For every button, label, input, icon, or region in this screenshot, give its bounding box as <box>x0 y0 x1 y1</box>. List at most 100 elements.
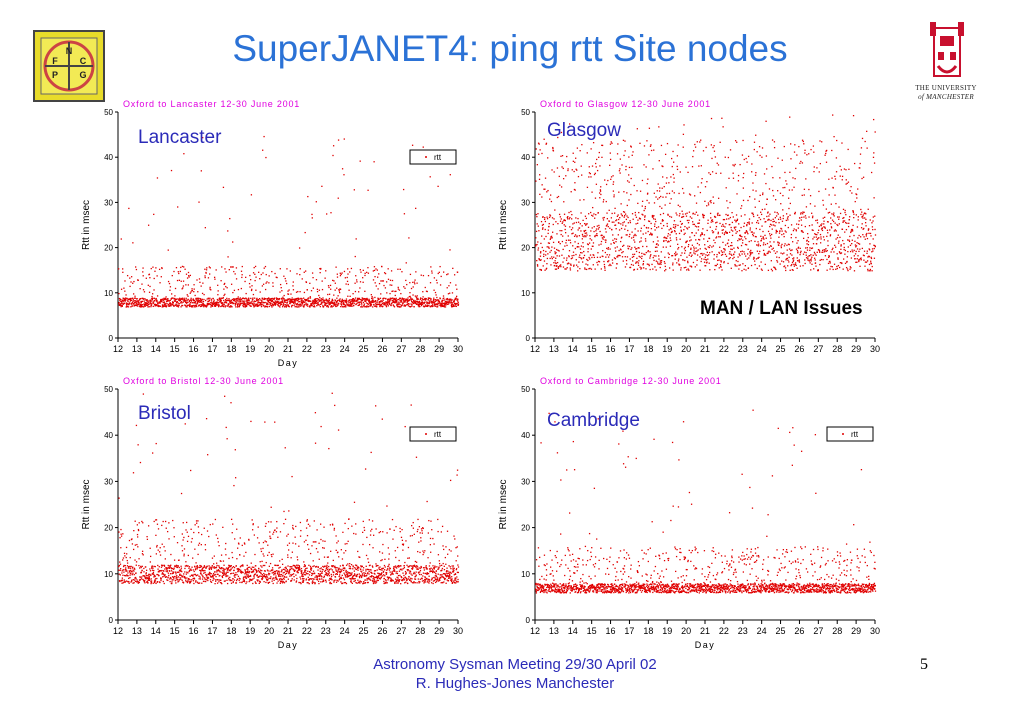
data-point <box>678 232 681 235</box>
data-point <box>773 241 775 243</box>
data-point <box>790 143 792 145</box>
data-point <box>128 577 130 580</box>
data-point <box>149 299 151 301</box>
data-point <box>400 304 403 306</box>
data-point <box>247 303 249 306</box>
data-point <box>171 581 173 583</box>
data-point <box>663 239 665 242</box>
data-point <box>687 171 689 174</box>
data-point <box>791 269 793 271</box>
data-point <box>260 303 262 305</box>
data-point <box>276 300 279 303</box>
data-point <box>180 492 183 495</box>
data-point <box>247 303 249 305</box>
data-point <box>725 223 727 225</box>
data-point <box>220 302 223 305</box>
data-point <box>136 581 138 583</box>
data-point <box>441 303 443 306</box>
data-point <box>762 237 764 239</box>
data-point <box>147 303 150 306</box>
data-point <box>861 177 863 180</box>
data-point <box>318 299 320 301</box>
data-point <box>355 238 357 240</box>
data-point <box>147 302 149 305</box>
data-point <box>157 528 160 530</box>
data-point <box>443 297 445 299</box>
data-point <box>625 259 628 262</box>
data-point <box>337 197 339 199</box>
data-point <box>558 255 561 257</box>
data-point <box>400 300 402 302</box>
data-point <box>773 146 776 149</box>
data-point <box>790 233 793 236</box>
data-point <box>346 302 348 304</box>
data-point <box>715 172 717 175</box>
data-point <box>613 241 615 244</box>
data-point <box>764 208 766 210</box>
data-point <box>596 256 599 258</box>
data-point <box>646 140 648 142</box>
data-point <box>364 298 366 300</box>
data-point <box>327 305 329 307</box>
data-point <box>285 305 288 307</box>
data-point <box>162 564 164 567</box>
data-point <box>544 269 546 271</box>
data-point <box>249 278 252 281</box>
data-point <box>239 302 241 304</box>
data-point <box>234 304 236 306</box>
data-point <box>787 219 789 221</box>
data-point <box>373 303 375 306</box>
data-point <box>451 299 453 301</box>
data-point <box>150 582 152 585</box>
data-point <box>598 226 600 229</box>
data-point <box>770 260 772 262</box>
data-point <box>376 269 379 271</box>
data-point <box>127 566 130 568</box>
data-point <box>816 234 818 236</box>
y-tick-label: 50 <box>104 385 113 394</box>
data-point <box>730 226 732 229</box>
data-point <box>245 297 247 299</box>
data-point <box>629 220 631 222</box>
data-point <box>718 267 720 269</box>
data-point <box>664 153 667 156</box>
data-point <box>252 297 254 299</box>
data-point <box>406 301 408 304</box>
data-point <box>740 250 742 253</box>
data-point <box>714 156 717 158</box>
data-point <box>599 197 601 199</box>
data-point <box>163 297 165 300</box>
data-point <box>739 264 741 266</box>
data-point <box>153 580 156 582</box>
data-point <box>563 257 565 259</box>
data-point <box>854 240 856 242</box>
data-point <box>783 245 786 247</box>
data-point <box>719 214 721 217</box>
data-point <box>741 250 743 252</box>
data-point <box>844 209 846 212</box>
data-point <box>140 302 143 304</box>
data-point <box>754 240 756 243</box>
data-point <box>786 254 788 256</box>
data-point <box>834 246 837 248</box>
data-point <box>843 248 845 251</box>
data-point <box>264 305 266 307</box>
data-point <box>700 165 702 167</box>
data-point <box>564 225 567 227</box>
data-point <box>630 193 632 196</box>
data-point <box>141 569 143 571</box>
data-point <box>326 300 328 302</box>
data-point <box>240 300 242 303</box>
data-point <box>156 300 158 302</box>
data-point <box>556 261 559 264</box>
data-point <box>218 304 220 307</box>
data-point <box>132 282 134 284</box>
data-point <box>179 299 182 302</box>
data-point <box>293 301 295 303</box>
data-point <box>163 299 165 301</box>
data-point <box>818 249 820 251</box>
data-point <box>372 301 374 303</box>
data-point <box>840 252 843 254</box>
data-point <box>696 242 699 245</box>
data-point <box>379 305 381 308</box>
